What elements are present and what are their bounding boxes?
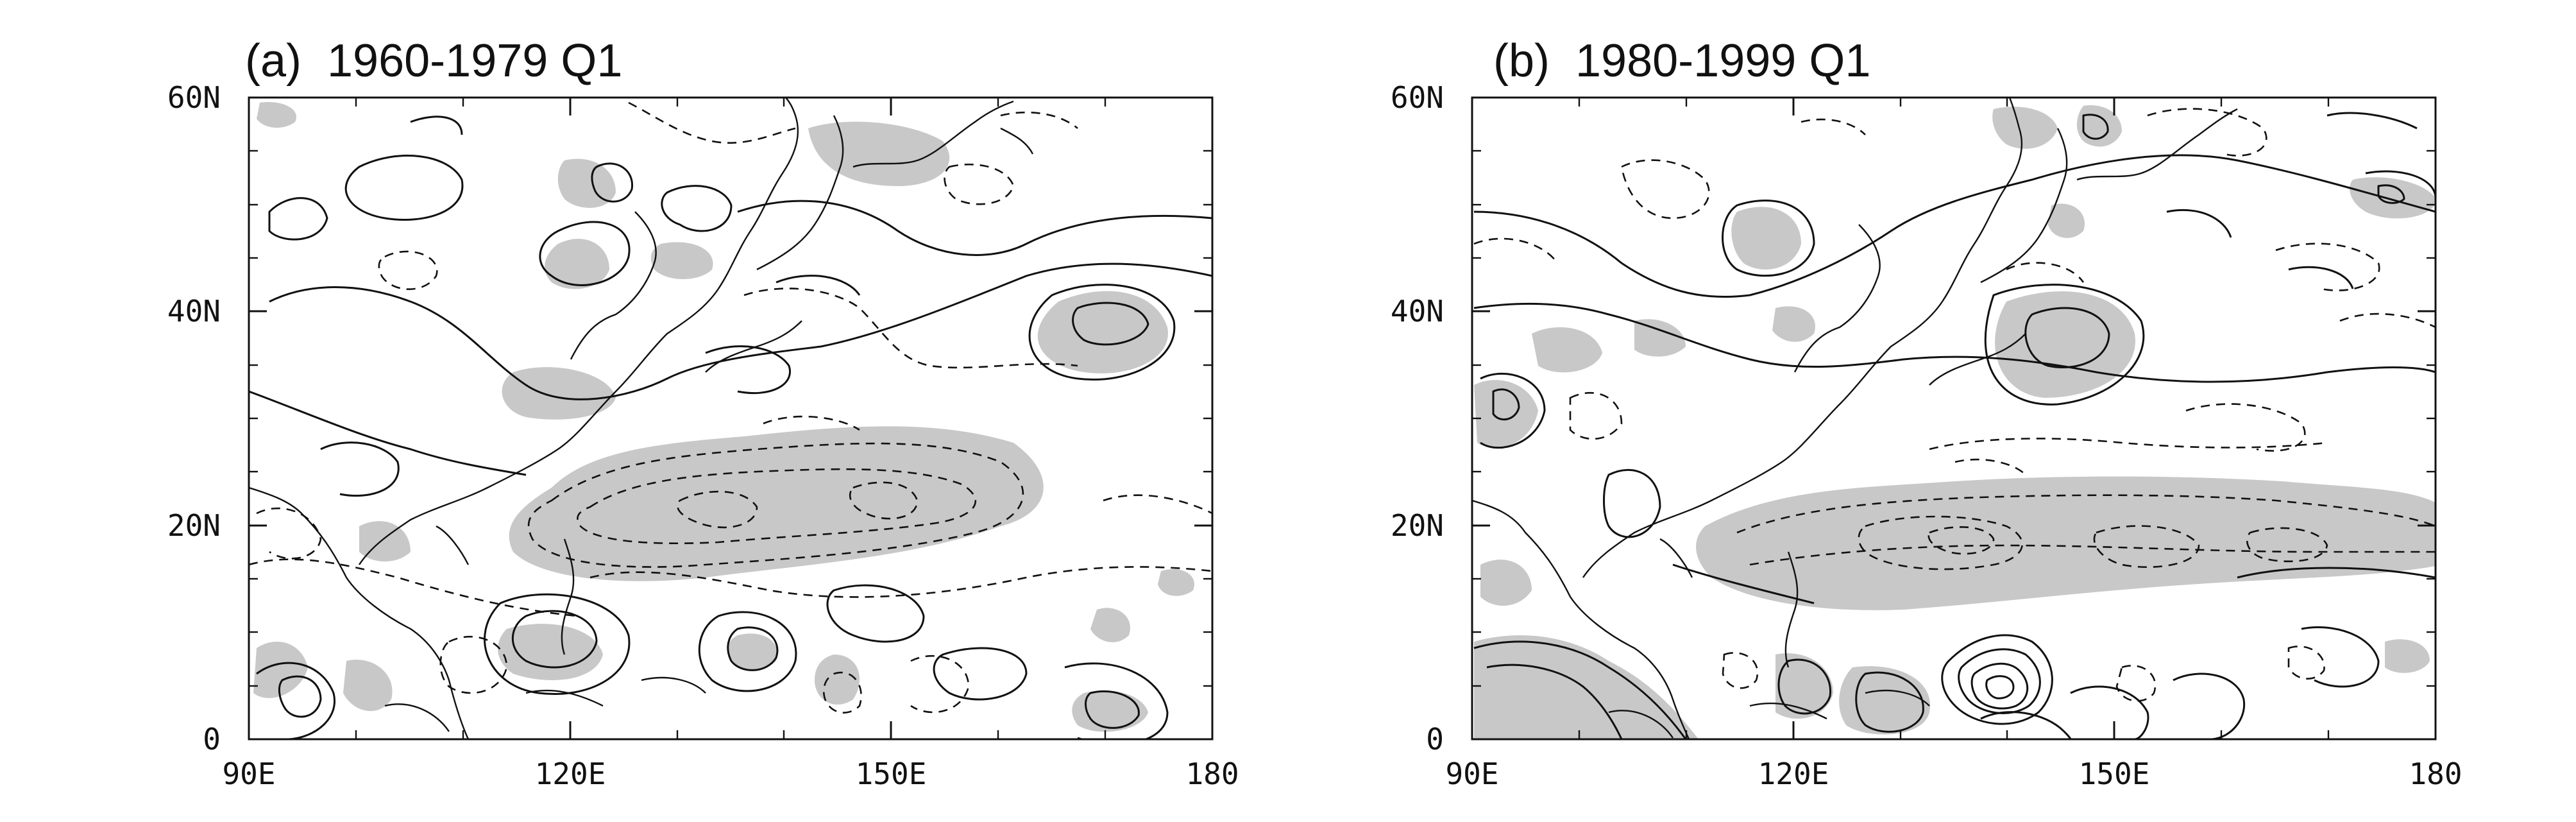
panel-b-ytick-60n: 60N	[1391, 80, 1444, 115]
panel-b-ytick-40n: 40N	[1391, 294, 1444, 329]
panel-a-ytick-20n: 20N	[167, 508, 221, 543]
panel-a-ytick-40n: 40N	[167, 294, 221, 329]
panel-b-ytick-0: 0	[1426, 722, 1444, 757]
panel-a-y-ticks	[249, 96, 1212, 741]
panel-b-xtick-90e: 90E	[1445, 757, 1498, 791]
panel-b-x-ticks	[1471, 98, 2437, 739]
panel-a-title: (a) 1960-1979 Q1	[245, 35, 623, 87]
panel-a-map: 0 20N 40N 60N 90E 120E 150E 180	[167, 80, 1239, 791]
panel-b-xtick-120e: 120E	[1758, 757, 1829, 791]
panel-b-frame	[1471, 96, 2437, 741]
panel-a-contours	[249, 98, 1212, 739]
panel-a-ytick-60n: 60N	[167, 80, 221, 115]
panel-b: (b) 1980-1999 Q1	[1288, 0, 2576, 822]
panel-b-xtick-180: 180	[2409, 757, 2462, 791]
panel-a-ytick-0: 0	[203, 722, 221, 757]
panel-a-xtick-180: 180	[1185, 757, 1239, 791]
panel-b-title: (b) 1980-1999 Q1	[1493, 35, 1871, 87]
panel-b-xtick-150e: 150E	[2079, 757, 2150, 791]
panel-b-map: 0 20N 40N 60N 90E 120E 150E 180	[1391, 80, 2462, 791]
panel-a-xtick-90e: 90E	[222, 757, 275, 791]
panel-b-contours	[1472, 98, 2436, 739]
panel-a-xtick-150e: 150E	[856, 757, 927, 791]
panel-a: (a) 1960-1979 Q1	[167, 35, 1239, 791]
panel-a-x-ticks	[248, 98, 1214, 739]
panel-a-xtick-120e: 120E	[535, 757, 606, 791]
panel-b-y-ticks	[1472, 96, 2436, 741]
panel-b-ytick-20n: 20N	[1391, 508, 1444, 543]
